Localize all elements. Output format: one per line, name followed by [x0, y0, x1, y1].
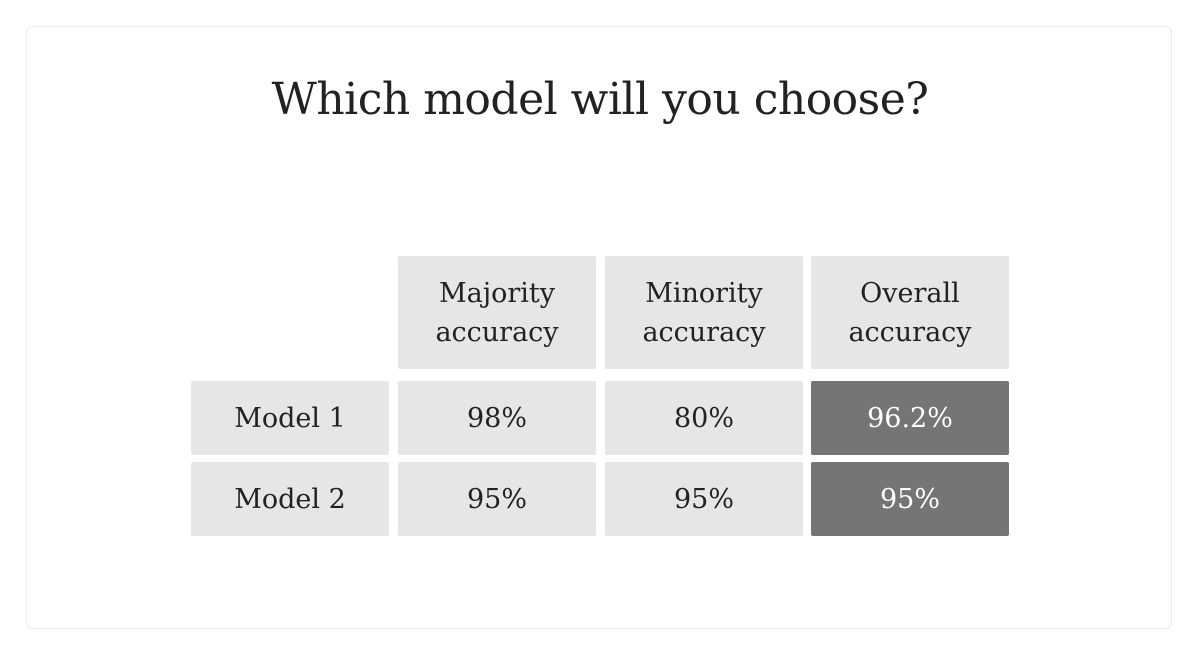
model-1-minority-accuracy: 80% [605, 381, 803, 455]
model-2-majority-accuracy: 95% [398, 462, 596, 536]
header-majority-accuracy: Majority accuracy [398, 256, 596, 369]
model-2-minority-accuracy: 95% [605, 462, 803, 536]
slide-title: Which model will you choose? [271, 74, 929, 125]
header-majority-line1: Majority [438, 277, 555, 309]
model-1-majority-accuracy: 98% [398, 381, 596, 455]
header-overall-line1: Overall [860, 277, 960, 309]
row-label-model-2: Model 2 [191, 462, 389, 536]
header-majority-line2: accuracy [435, 316, 559, 348]
row-label-model-1: Model 1 [191, 381, 389, 455]
header-minority-line1: Minority [645, 277, 763, 309]
header-minority-accuracy: Minority accuracy [605, 256, 803, 369]
model-1-overall-accuracy: 96.2% [811, 381, 1009, 455]
header-overall-line2: accuracy [848, 316, 972, 348]
model-2-overall-accuracy: 95% [811, 462, 1009, 536]
header-overall-accuracy: Overall accuracy [811, 256, 1009, 369]
header-minority-line2: accuracy [642, 316, 766, 348]
